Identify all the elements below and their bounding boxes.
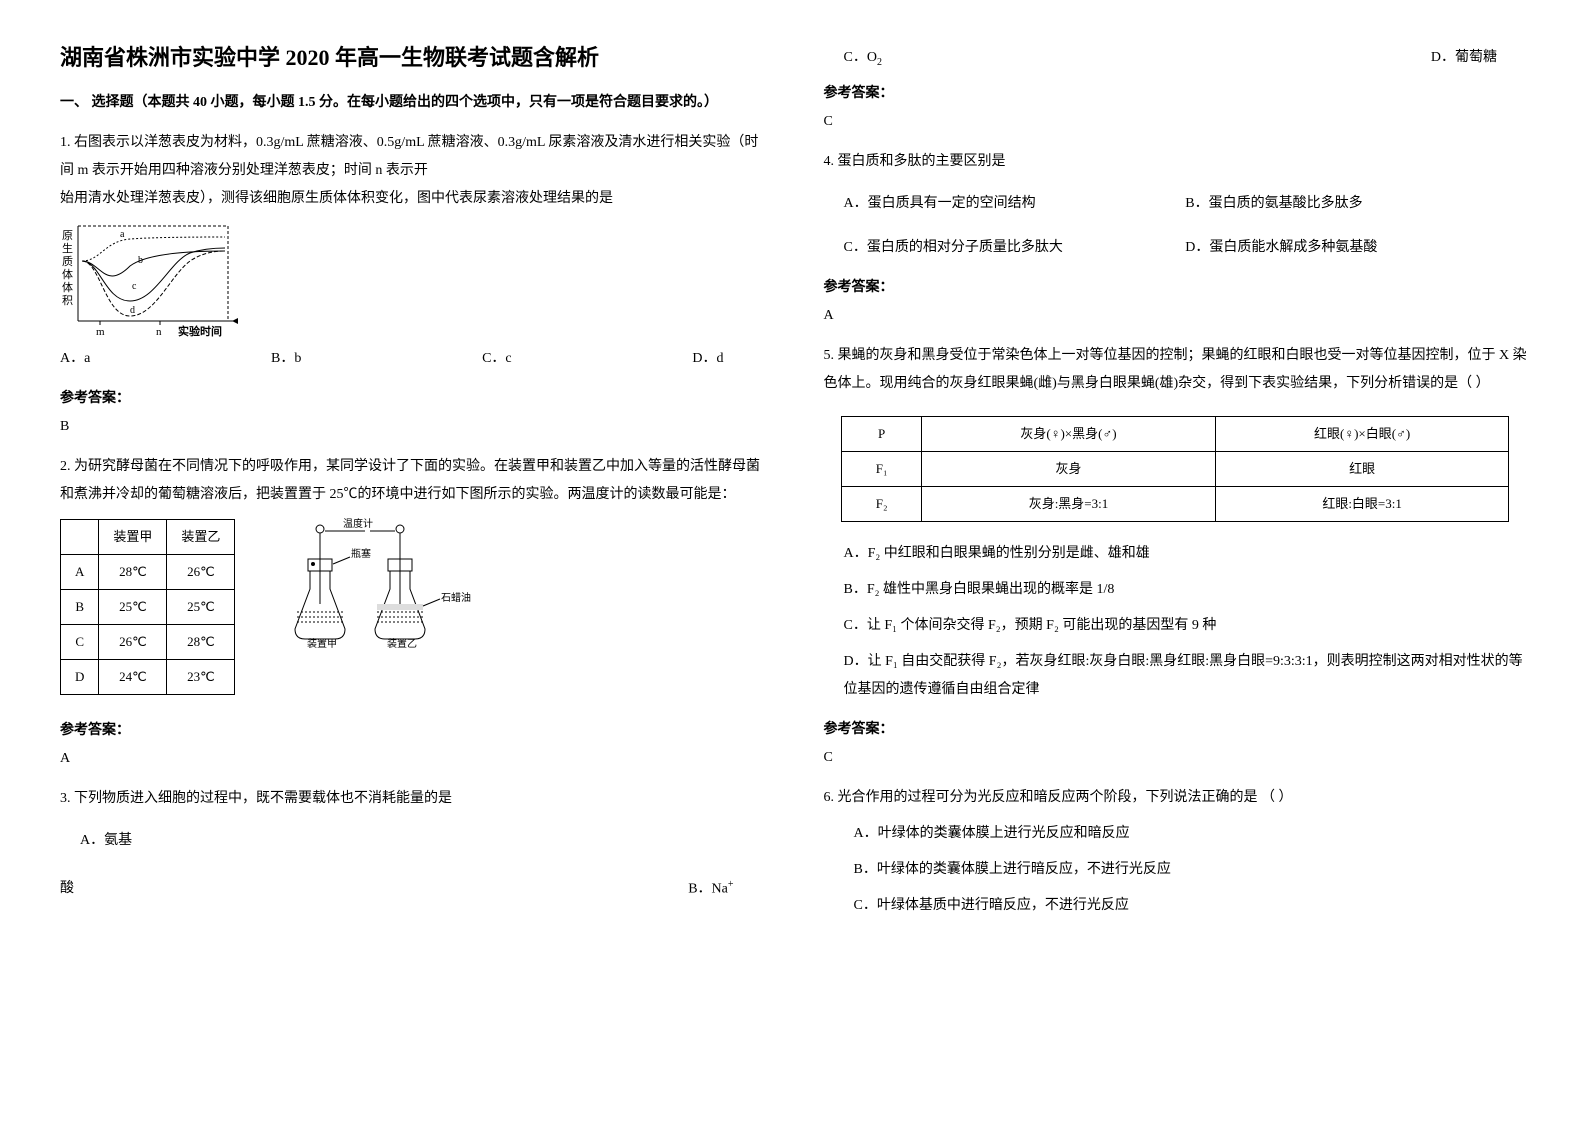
q6-opt-b: B．叶绿体的类囊体膜上进行暗反应，不进行光反应	[854, 856, 1528, 884]
svg-text:装置乙: 装置乙	[387, 637, 417, 649]
svg-text:a: a	[120, 229, 125, 240]
svg-text:d: d	[130, 305, 135, 316]
q2-th-blank	[61, 520, 99, 555]
answer-label: 参考答案：	[824, 718, 1528, 738]
q5-opt-d: D．让 F₁ 自由交配获得 F₂，若灰身红眼:灰身白眼:黑身红眼:黑身白眼=9:…	[844, 648, 1528, 704]
svg-text:生: 生	[62, 241, 73, 255]
q1-xlabel: 实验时间	[178, 324, 222, 338]
q1-graph: a b c d m n 实验时间 原 生 质	[60, 221, 240, 341]
svg-text:质: 质	[62, 255, 73, 268]
q1-opt-d: D．d	[692, 345, 723, 373]
question-2: 2. 为研究酵母菌在不同情况下的呼吸作用，某同学设计了下面的实验。在装置甲和装置…	[60, 453, 764, 705]
svg-text:温度计: 温度计	[343, 517, 373, 530]
q2-th-yi: 装置乙	[167, 520, 235, 555]
svg-text:石蜡油: 石蜡油	[441, 591, 471, 604]
q5-opt-a: A．F₂ 中红眼和白眼果蝇的性别分别是雌、雄和雄	[844, 540, 1528, 568]
answer-label: 参考答案：	[60, 387, 764, 407]
q2-stem: 2. 为研究酵母菌在不同情况下的呼吸作用，某同学设计了下面的实验。在装置甲和装置…	[60, 453, 764, 509]
q3-opt-d: D．葡萄糖	[1431, 46, 1497, 68]
q5-opt-c: C．让 F₁ 个体间杂交得 F₂，预期 F₂ 可能出现的基因型有 9 种	[844, 612, 1528, 640]
svg-text:体: 体	[62, 267, 73, 281]
q6-opt-c: C．叶绿体基质中进行暗反应，不进行光反应	[854, 892, 1528, 920]
q3-opt-a: A．氨基	[80, 827, 764, 855]
section-heading: 一、 选择题（本题共 40 小题，每小题 1.5 分。在每小题给出的四个选项中，…	[60, 90, 764, 115]
q1-opt-a: A．a	[60, 345, 90, 373]
page-title: 湖南省株洲市实验中学 2020 年高一生物联考试题含解析	[60, 40, 764, 72]
q5-stem: 5. 果蝇的灰身和黑身受位于常染色体上一对等位基因的控制；果蝇的红眼和白眼也受一…	[824, 342, 1528, 398]
q1-mark-m: m	[96, 326, 105, 338]
svg-text:c: c	[132, 281, 137, 292]
q4-answer: A	[824, 308, 1528, 324]
q2-answer: A	[60, 751, 764, 767]
q3-answer: C	[824, 114, 1528, 130]
q5-answer: C	[824, 750, 1528, 766]
q5-opt-b: B．F₂ 雄性中黑身白眼果蝇出现的概率是 1/8	[844, 576, 1528, 604]
q1-answer: B	[60, 419, 764, 435]
question-3: 3. 下列物质进入细胞的过程中，既不需要载体也不消耗能量的是 A．氨基 酸 B．…	[60, 785, 764, 904]
q1-stem-line1: 1. 右图表示以洋葱表皮为材料，0.3g/mL 蔗糖溶液、0.5g/mL 蔗糖溶…	[60, 129, 764, 185]
q3-opt-a-suffix: 酸	[60, 875, 74, 904]
q5-table: P 灰身(♀)×黑身(♂) 红眼(♀)×白眼(♂) F₁ 灰身 红眼 F₂ 灰身…	[841, 416, 1509, 522]
q6-opt-a: A．叶绿体的类囊体膜上进行光反应和暗反应	[854, 820, 1528, 848]
q4-opt-d: D．蛋白质能水解成多种氨基酸	[1185, 234, 1527, 262]
q1-stem-line2: 始用清水处理洋葱表皮），测得该细胞原生质体体积变化，图中代表尿素溶液处理结果的是	[60, 185, 764, 213]
svg-text:体: 体	[62, 280, 73, 294]
svg-text:瓶塞: 瓶塞	[351, 547, 371, 560]
q4-opt-b: B．蛋白质的氨基酸比多肽多	[1185, 190, 1527, 218]
q3-opt-c: C．O2	[844, 46, 882, 68]
answer-label: 参考答案：	[824, 82, 1528, 102]
answer-label: 参考答案：	[60, 719, 764, 739]
q4-stem: 4. 蛋白质和多肽的主要区别是	[824, 148, 1528, 176]
question-6: 6. 光合作用的过程可分为光反应和暗反应两个阶段，下列说法正确的是 （ ） A．…	[824, 784, 1528, 920]
q1-opt-b: B．b	[271, 345, 301, 373]
answer-label: 参考答案：	[824, 276, 1528, 296]
question-4: 4. 蛋白质和多肽的主要区别是 A．蛋白质具有一定的空间结构 B．蛋白质的氨基酸…	[824, 148, 1528, 262]
q1-ylabel: 原	[62, 230, 73, 242]
svg-text:b: b	[138, 255, 143, 266]
q1-mark-n: n	[156, 326, 162, 338]
question-1: 1. 右图表示以洋葱表皮为材料，0.3g/mL 蔗糖溶液、0.5g/mL 蔗糖溶…	[60, 129, 764, 373]
q2-table: 装置甲 装置乙 A28℃26℃ B25℃25℃ C26℃28℃ D24℃23℃	[60, 519, 235, 695]
q2-apparatus: 装置甲 装置乙 温度计 瓶塞	[275, 509, 475, 649]
question-5: 5. 果蝇的灰身和黑身受位于常染色体上一对等位基因的控制；果蝇的红眼和白眼也受一…	[824, 342, 1528, 704]
q6-stem: 6. 光合作用的过程可分为光反应和暗反应两个阶段，下列说法正确的是 （ ）	[824, 784, 1528, 812]
q4-opt-c: C．蛋白质的相对分子质量比多肽大	[844, 234, 1186, 262]
q2-th-jia: 装置甲	[99, 520, 167, 555]
q4-opt-a: A．蛋白质具有一定的空间结构	[844, 190, 1186, 218]
q3-stem: 3. 下列物质进入细胞的过程中，既不需要载体也不消耗能量的是	[60, 785, 764, 813]
q1-opt-c: C．c	[482, 345, 512, 373]
svg-text:积: 积	[62, 294, 73, 307]
q3-opt-b: B．Na+	[688, 875, 733, 904]
svg-text:装置甲: 装置甲	[307, 637, 337, 649]
